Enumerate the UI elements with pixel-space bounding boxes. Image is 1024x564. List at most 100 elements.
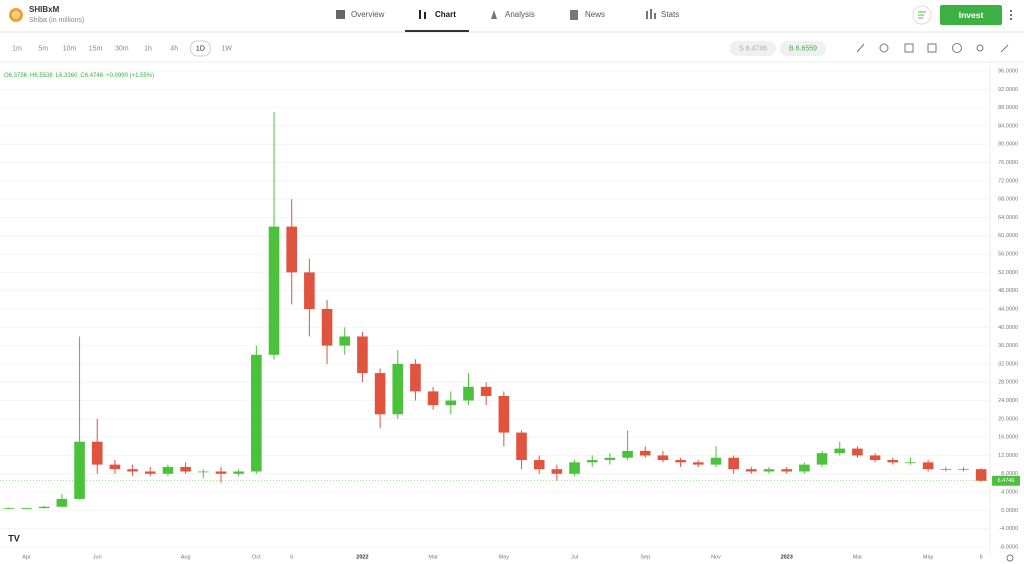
candle-body [198,471,209,473]
menu-dot[interactable] [1010,10,1012,12]
buy-pill[interactable] [780,41,826,56]
tab[interactable]: Stats [661,10,679,19]
tab[interactable]: Overview [351,10,385,19]
candle-body [958,469,969,470]
candle-body [869,455,881,461]
timeframe[interactable]: 4h [170,45,178,52]
tool-share[interactable] [976,44,984,52]
timeframe[interactable]: 15m [89,45,103,52]
candle-body [975,469,987,481]
menu-dot [1010,18,1012,20]
candle-body [516,432,527,461]
timeframe[interactable]: 1W [221,45,232,52]
candle-body [480,386,492,396]
candle-body [427,391,439,406]
x-tick-label: 2022 [356,554,368,560]
candle-body [445,400,457,406]
candle-body [339,336,351,346]
tab[interactable]: Chart [435,10,456,19]
y-tick-label: 24.0000 [998,398,1018,404]
candle-body [887,460,899,463]
y-tick-label: 80.0000 [998,142,1018,148]
invest-button[interactable] [940,5,1002,25]
tool-compare[interactable] [904,43,914,53]
timeframe[interactable]: 1h [144,45,152,52]
candle-body [728,457,739,470]
y-tick-label: 52.0000 [998,270,1018,276]
candle-body [21,508,32,509]
y-tick-label: 88.0000 [998,105,1018,111]
candle-body [56,498,68,507]
candle-body [834,448,846,454]
candle-body [799,464,810,472]
candle-body [463,386,474,401]
candle-body [693,462,704,465]
ohlc-value: +0.0990 (+1.55%) [106,73,154,79]
ohlc-value: H6.5538 [30,73,53,79]
timeframe[interactable]: 1D [196,45,205,52]
candle-body [533,460,545,470]
logo-inner [12,11,20,19]
tab-icon [650,9,652,19]
y-tick-label: 48.0000 [998,288,1018,294]
candle-body [91,441,103,465]
last-price-label: 6.4746 [998,478,1015,484]
tab-underline [405,30,469,32]
candle-body [604,457,616,461]
y-tick-label: 16.0000 [998,435,1018,441]
candle-body [180,466,191,472]
tabs: Overview Chart Analysis News Stats [336,9,679,32]
candle-body [569,462,580,474]
timeframe[interactable]: 10m [63,45,77,52]
instrument-name: Shiba (in millions) [29,17,84,24]
candle-body [357,336,368,374]
candle-body [3,508,15,509]
candle-body [639,450,651,456]
candle-body [763,469,775,472]
buy-price: B 6.6559 [789,45,817,52]
tool-add[interactable] [952,43,962,53]
timeframe[interactable]: 1m [12,45,22,52]
tool-draw[interactable] [856,43,865,53]
tab-icon [424,12,426,19]
tool-expand[interactable] [1000,44,1009,53]
y-tick-label: 72.0000 [998,178,1018,184]
candle-body [304,272,315,309]
tab-icon [646,11,648,19]
candle-body [498,395,510,433]
y-tick-label: 84.0000 [998,123,1018,129]
plot: -8.0000 -4.0000 0.0000 4.0000 8.0000 12.0000 1… [0,68,1020,560]
y-tick-label: 76.0000 [998,160,1018,166]
tool-chart-type[interactable] [927,43,937,53]
y-tick-label: -8.0000 [999,544,1018,550]
x-tick-label: Jul [571,554,578,560]
tab[interactable]: News [585,10,605,19]
candle-body [675,460,686,463]
candle-body [586,460,598,463]
timeframe[interactable]: 30m [115,45,129,52]
tab[interactable]: Analysis [505,10,535,19]
x-tick-label: 2023 [781,554,793,560]
timeframes: 1m 5m 10m 15m 30m 1h 4h 1D 1W [12,40,232,57]
candle-body [286,226,297,273]
tools [856,43,1009,53]
y-tick-label: 56.0000 [998,252,1018,258]
y-tick-label: 40.0000 [998,325,1018,331]
timeframe[interactable]: 5m [38,45,48,52]
last-price-tag [992,475,1020,486]
symbol: SHIBxM [29,5,60,14]
tab-icon [336,10,345,19]
settings-icon[interactable] [1006,554,1014,562]
sell-pill[interactable] [730,41,776,56]
y-tick-label: 64.0000 [998,215,1018,221]
x-tick-label: 6 [290,554,293,560]
x-tick-label: Sep [640,554,650,560]
candle-body [781,469,792,472]
y-tick-label: 0.0000 [1001,508,1018,514]
candle-body [816,453,828,465]
tool-indicators[interactable] [879,43,889,53]
candle-body [109,464,121,470]
candle-body [374,373,386,415]
